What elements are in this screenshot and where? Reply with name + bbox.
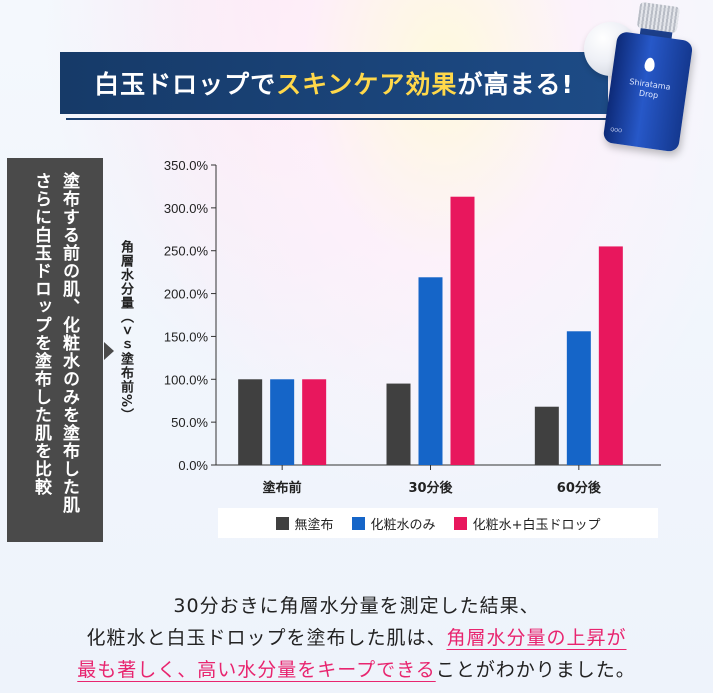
headline-highlight: スキンケア効果 (276, 70, 458, 99)
legend-swatch (351, 516, 365, 530)
legend-swatch (275, 516, 289, 530)
bar-chart: 0.0% 50.0% 100.0% 150.0% 200.0% 250.0% 300.0% 3… (164, 158, 661, 496)
bar-2-2 (418, 277, 443, 465)
y-axis-label: 角層水分量（ｖｓ塗布前%） (118, 240, 133, 423)
comparison-description-box: 塗布する前の肌、化粧水のみを塗布した肌 さらに白玉ドロップを塗布した肌を比較 (7, 158, 103, 542)
legend-item-lotion-plus-drop: 化粧水+白玉ドロップ (453, 514, 600, 533)
bar-1-1 (238, 379, 263, 465)
y-tick-label: 0.0% (178, 458, 208, 473)
caption-line-3: 最も著しく、高い水分量をキープできることがわかりました。 (77, 659, 636, 681)
headline-banner: 白玉ドロップで スキンケア効果 が高まる! (60, 52, 608, 114)
legend-item-lotion-only: 化粧水のみ (351, 514, 436, 533)
chart-legend: 無塗布 化粧水のみ 化粧水+白玉ドロップ (218, 508, 658, 538)
bar-1-2 (386, 383, 411, 465)
legend-item-no-application: 無塗布 (275, 514, 334, 533)
bar-3-1 (302, 379, 327, 465)
y-tick-label: 300.0% (164, 201, 209, 216)
caption-line-1: 30分おきに角層水分量を測定した結果、 (173, 595, 540, 617)
bar-2-1 (270, 379, 295, 465)
y-tick-label: 250.0% (164, 244, 209, 259)
headline-text-1: 白玉ドロップで (94, 70, 277, 99)
y-tick-label: 350.0% (164, 158, 209, 173)
x-category-label: 30分後 (408, 480, 453, 496)
bar-1-3 (534, 406, 559, 465)
arrow-right-icon (104, 342, 114, 360)
bar-3-3 (598, 246, 623, 465)
comparison-line-1: 塗布する前の肌、化粧水のみを塗布した肌 (59, 172, 79, 514)
result-caption: 30分おきに角層水分量を測定した結果、 化粧水と白玉ドロップを塗布した肌は、角層… (0, 590, 713, 686)
bar-2-3 (566, 331, 591, 465)
caption-highlight-1: 角層水分量の上昇が (446, 627, 627, 649)
legend-swatch (453, 516, 467, 530)
y-tick-label: 200.0% (164, 287, 209, 302)
y-tick-label: 50.0% (171, 415, 208, 430)
bar-3-2 (450, 196, 475, 465)
caption-highlight-2: 最も著しく、高い水分量をキープできる (77, 659, 436, 681)
caption-line-2: 化粧水と白玉ドロップを塗布した肌は、角層水分量の上昇が (86, 627, 627, 649)
x-category-label: 塗布前 (263, 480, 302, 496)
x-category-label: 60分後 (557, 480, 602, 496)
y-tick-label: 150.0% (164, 329, 209, 344)
banner-underline (66, 118, 618, 120)
headline-text-2: が高まる! (457, 70, 574, 99)
y-tick-label: 100.0% (164, 372, 209, 387)
comparison-line-2: さらに白玉ドロップを塗布した肌を比較 (31, 172, 51, 496)
